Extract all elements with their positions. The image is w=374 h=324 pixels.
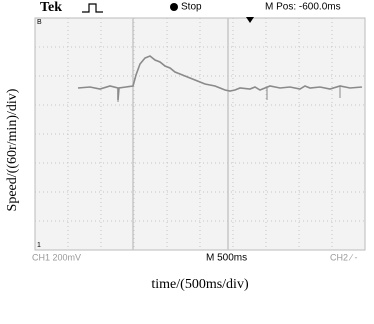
y-axis-label: Speed/((60r/min)/div) [5, 88, 20, 211]
position: M Pos: -600.0ms [265, 2, 341, 13]
marker-bottom: 1 [37, 242, 41, 249]
x-axis-label: time/(500ms/div) [151, 277, 249, 292]
timebase: M 500ms [206, 253, 247, 264]
status: Stop [181, 2, 202, 13]
figure: Tek Stop M Pos: -600.0ms B 1 CH1 200mV M… [0, 0, 374, 324]
brand: Tek [40, 0, 62, 15]
marker-top: B [37, 19, 42, 26]
channel1: CH1 200mV [32, 252, 81, 262]
channel2: CH2 ∕ - [330, 252, 358, 262]
stop-icon [170, 3, 178, 11]
